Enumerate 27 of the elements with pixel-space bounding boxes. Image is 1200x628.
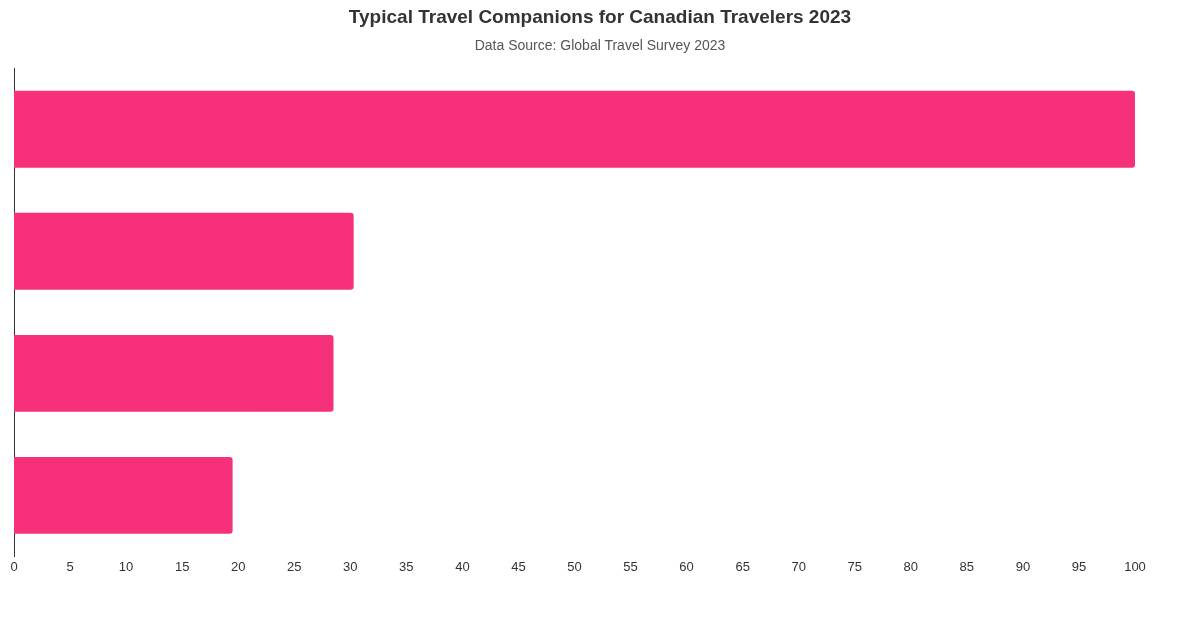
x-tick-label: 85 — [959, 558, 975, 574]
x-tick-label: 95 — [1071, 558, 1087, 574]
x-tick-label: 90 — [1015, 558, 1031, 574]
x-tick-label: 15 — [174, 558, 190, 574]
x-tick-label: 5 — [66, 558, 74, 574]
x-tick-label: 30 — [343, 558, 358, 574]
x-tick-label: 100 — [1124, 558, 1146, 574]
bar — [14, 212, 354, 290]
x-tick-label: 55 — [623, 558, 638, 574]
x-tick-label: 80 — [903, 558, 919, 574]
x-tick-label: 65 — [735, 558, 750, 574]
x-tick-label: 60 — [679, 558, 694, 574]
x-tick-label: 50 — [567, 558, 582, 574]
x-tick-label: 25 — [287, 558, 302, 574]
x-tick-label: 70 — [791, 558, 806, 574]
x-tick-label: 75 — [847, 558, 862, 574]
x-tick-label: 0 — [10, 558, 18, 574]
chart-subtitle: Data Source: Global Travel Survey 2023 — [473, 37, 727, 53]
chart-title: Typical Travel Companions for Canadian Travelers 2023 — [347, 6, 853, 28]
x-tick-label: 45 — [511, 558, 526, 574]
bar — [14, 334, 334, 412]
x-tick-label: 20 — [230, 558, 246, 574]
x-tick-label: 40 — [455, 558, 470, 574]
bar — [14, 90, 1135, 168]
x-tick-label: 10 — [118, 558, 134, 574]
bar — [14, 456, 233, 534]
x-tick-label: 35 — [399, 558, 414, 574]
